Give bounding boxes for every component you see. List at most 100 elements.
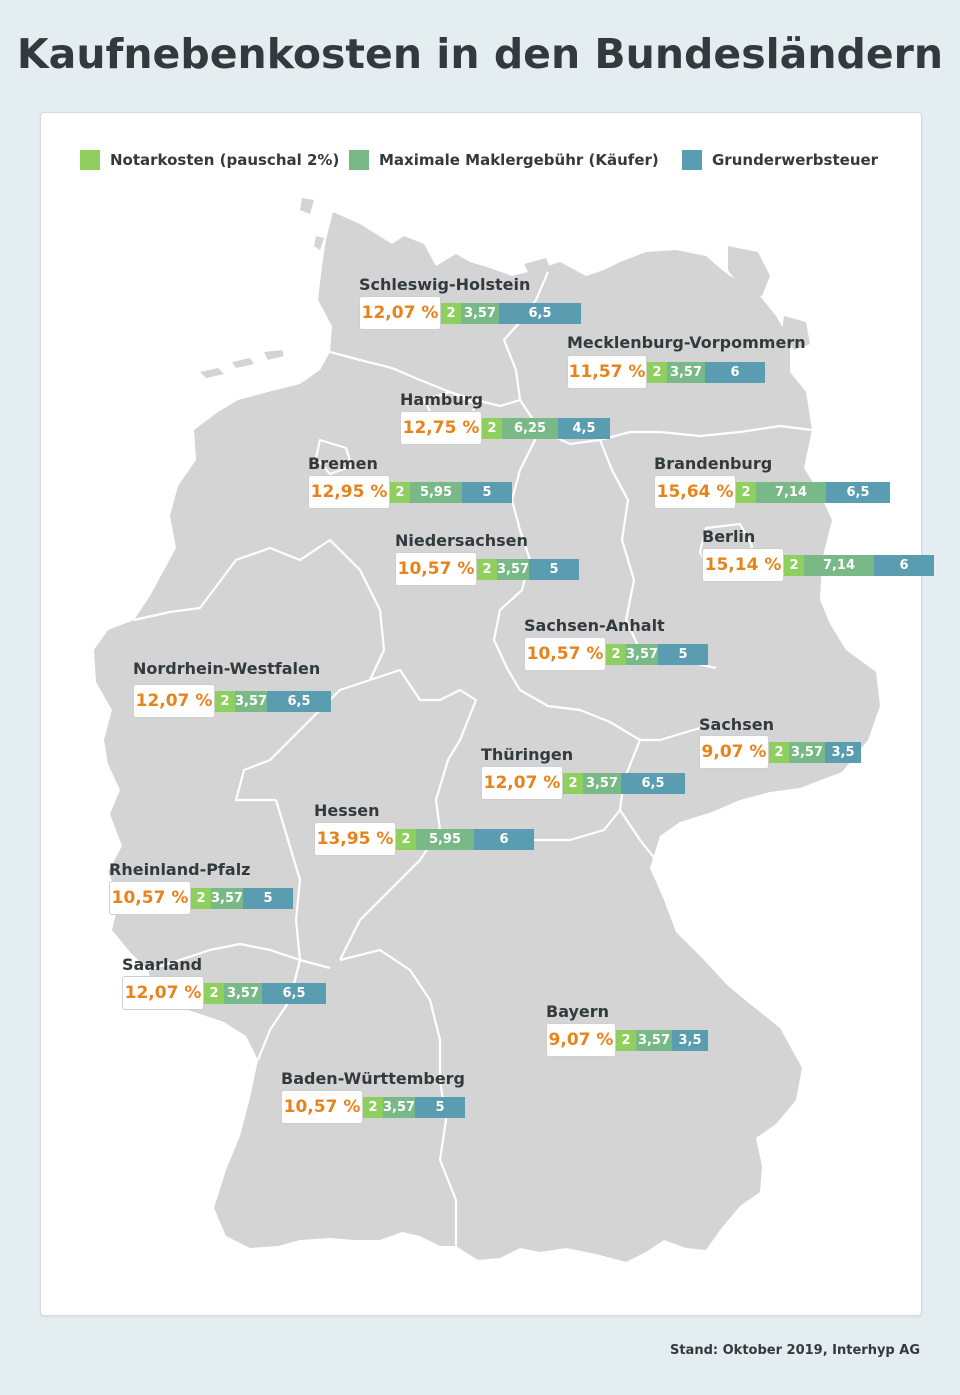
bar-segment-makler-mecklenburg-vorpommern: 3,57 (667, 361, 705, 383)
bar-segment-grunder-bayern: 3,5 (672, 1029, 708, 1051)
bar-segment-notar-nordrhein-westfalen: 2 (215, 690, 235, 712)
bar-segment-notar-bremen: 2 (390, 481, 410, 503)
state-name-saarland: Saarland (122, 955, 203, 974)
bar-segment-notar-hamburg: 2 (482, 417, 502, 439)
bar-segment-grunder-sachsen: 3,5 (825, 741, 861, 763)
bar-segment-grunder-bremen: 5 (462, 481, 512, 503)
state-row-sachsen-anhalt: 10,57 % 2 3,57 5 (524, 637, 708, 671)
state-total-schleswig-holstein: 12,07 % (359, 296, 441, 330)
bar-segment-notar-rheinland-pfalz: 2 (191, 887, 211, 909)
bar-segment-makler-schleswig-holstein: 3,57 (461, 302, 499, 324)
bar-segment-grunder-thueringen: 6,5 (621, 772, 685, 794)
bar-segment-notar-saarland: 2 (204, 982, 224, 1004)
state-row-thueringen: 12,07 % 2 3,57 6,5 (481, 766, 685, 800)
state-name-brandenburg: Brandenburg (654, 454, 773, 473)
bar-segment-notar-sachsen: 2 (769, 741, 789, 763)
state-name-bayern: Bayern (546, 1002, 610, 1021)
state-cost-bar-brandenburg: 2 7,14 6,5 (736, 481, 890, 503)
bar-segment-makler-bayern: 3,57 (636, 1029, 672, 1051)
state-total-berlin: 15,14 % (702, 548, 784, 582)
bar-segment-makler-hamburg: 6,25 (502, 417, 558, 439)
state-cost-bar-berlin: 2 7,14 6 (784, 554, 934, 576)
state-row-hamburg: 12,75 % 2 6,25 4,5 (400, 411, 610, 445)
legend-label-grunderwerbsteuer: Grunderwerbsteuer (712, 151, 879, 169)
state-name-sachsen: Sachsen (699, 715, 774, 734)
state-total-saarland: 12,07 % (122, 976, 204, 1010)
legend-swatch-notarkosten (80, 150, 100, 170)
legend-item-notarkosten: Notarkosten (pauschal 2%) (80, 150, 339, 170)
bar-segment-grunder-baden-wuerttemberg: 5 (415, 1096, 465, 1118)
legend-swatch-maklergebuehr (349, 150, 369, 170)
bar-segment-makler-sachsen: 3,57 (789, 741, 825, 763)
state-row-schleswig-holstein: 12,07 % 2 3,57 6,5 (359, 296, 581, 330)
bar-segment-makler-brandenburg: 7,14 (756, 481, 826, 503)
bar-segment-grunder-saarland: 6,5 (262, 982, 326, 1004)
legend-label-notarkosten: Notarkosten (pauschal 2%) (110, 151, 340, 169)
page-title: Kaufnebenkosten in den Bundesländern (16, 30, 944, 78)
bar-segment-makler-rheinland-pfalz: 3,57 (211, 887, 243, 909)
state-row-sachsen: 9,07 % 2 3,57 3,5 (699, 735, 861, 769)
state-row-berlin: 15,14 % 2 7,14 6 (702, 548, 934, 582)
state-name-berlin: Berlin (702, 527, 756, 546)
bar-segment-notar-sachsen-anhalt: 2 (606, 643, 626, 665)
legend-label-maklergebuehr: Maximale Maklergebühr (Käufer) (379, 151, 659, 169)
state-row-niedersachsen: 10,57 % 2 3,57 5 (395, 552, 579, 586)
state-name-hessen: Hessen (314, 801, 380, 820)
state-name-nordrhein-westfalen: Nordrhein-Westfalen (133, 659, 321, 678)
state-name-rheinland-pfalz: Rheinland-Pfalz (109, 860, 251, 879)
state-total-hessen: 13,95 % (314, 822, 396, 856)
legend-item-maklergebuehr: Maximale Maklergebühr (Käufer) (349, 150, 659, 170)
bar-segment-grunder-mecklenburg-vorpommern: 6 (705, 361, 765, 383)
bar-segment-makler-sachsen-anhalt: 3,57 (626, 643, 658, 665)
state-total-sachsen: 9,07 % (699, 735, 769, 769)
state-cost-bar-nordrhein-westfalen: 2 3,57 6,5 (215, 690, 331, 712)
state-row-hessen: 13,95 % 2 5,95 6 (314, 822, 534, 856)
state-cost-bar-rheinland-pfalz: 2 3,57 5 (191, 887, 293, 909)
state-name-thueringen: Thüringen (481, 745, 574, 764)
state-total-baden-wuerttemberg: 10,57 % (281, 1090, 363, 1124)
state-row-bremen: 12,95 % 2 5,95 5 (308, 475, 512, 509)
state-total-bremen: 12,95 % (308, 475, 390, 509)
bar-segment-grunder-berlin: 6 (874, 554, 934, 576)
bar-segment-notar-bayern: 2 (616, 1029, 636, 1051)
state-name-schleswig-holstein: Schleswig-Holstein (359, 275, 531, 294)
bar-segment-notar-mecklenburg-vorpommern: 2 (647, 361, 667, 383)
bar-segment-notar-thueringen: 2 (563, 772, 583, 794)
state-total-mecklenburg-vorpommern: 11,57 % (567, 355, 647, 389)
bar-segment-makler-baden-wuerttemberg: 3,57 (383, 1096, 415, 1118)
state-cost-bar-hessen: 2 5,95 6 (396, 828, 534, 850)
bar-segment-makler-hessen: 5,95 (416, 828, 474, 850)
state-cost-bar-hamburg: 2 6,25 4,5 (482, 417, 610, 439)
state-cost-bar-bayern: 2 3,57 3,5 (616, 1029, 708, 1051)
bar-segment-grunder-nordrhein-westfalen: 6,5 (267, 690, 331, 712)
state-cost-bar-saarland: 2 3,57 6,5 (204, 982, 326, 1004)
state-row-saarland: 12,07 % 2 3,57 6,5 (122, 976, 326, 1010)
bar-segment-notar-baden-wuerttemberg: 2 (363, 1096, 383, 1118)
bar-segment-makler-berlin: 7,14 (804, 554, 874, 576)
state-name-hamburg: Hamburg (400, 390, 484, 409)
state-cost-bar-schleswig-holstein: 2 3,57 6,5 (441, 302, 581, 324)
state-row-rheinland-pfalz: 10,57 % 2 3,57 5 (109, 881, 293, 915)
state-name-sachsen-anhalt: Sachsen-Anhalt (524, 616, 665, 635)
state-total-hamburg: 12,75 % (400, 411, 482, 445)
bar-segment-grunder-hessen: 6 (474, 828, 534, 850)
state-total-sachsen-anhalt: 10,57 % (524, 637, 606, 671)
state-row-nordrhein-westfalen: 12,07 % 2 3,57 6,5 (133, 684, 331, 718)
state-total-thueringen: 12,07 % (481, 766, 563, 800)
state-total-brandenburg: 15,64 % (654, 475, 736, 509)
state-cost-bar-baden-wuerttemberg: 2 3,57 5 (363, 1096, 465, 1118)
bar-segment-makler-thueringen: 3,57 (583, 772, 621, 794)
bar-segment-notar-niedersachsen: 2 (477, 558, 497, 580)
bar-segment-grunder-brandenburg: 6,5 (826, 481, 890, 503)
state-name-bremen: Bremen (308, 454, 378, 473)
state-row-baden-wuerttemberg: 10,57 % 2 3,57 5 (281, 1090, 465, 1124)
legend-swatch-grunderwerbsteuer (682, 150, 702, 170)
bar-segment-notar-brandenburg: 2 (736, 481, 756, 503)
bar-segment-grunder-sachsen-anhalt: 5 (658, 643, 708, 665)
bar-segment-makler-nordrhein-westfalen: 3,57 (235, 690, 267, 712)
state-row-bayern: 9,07 % 2 3,57 3,5 (546, 1023, 708, 1057)
bar-segment-grunder-rheinland-pfalz: 5 (243, 887, 293, 909)
bar-segment-notar-berlin: 2 (784, 554, 804, 576)
legend-item-grunderwerbsteuer: Grunderwerbsteuer (682, 150, 878, 170)
state-name-baden-wuerttemberg: Baden-Württemberg (281, 1069, 466, 1088)
